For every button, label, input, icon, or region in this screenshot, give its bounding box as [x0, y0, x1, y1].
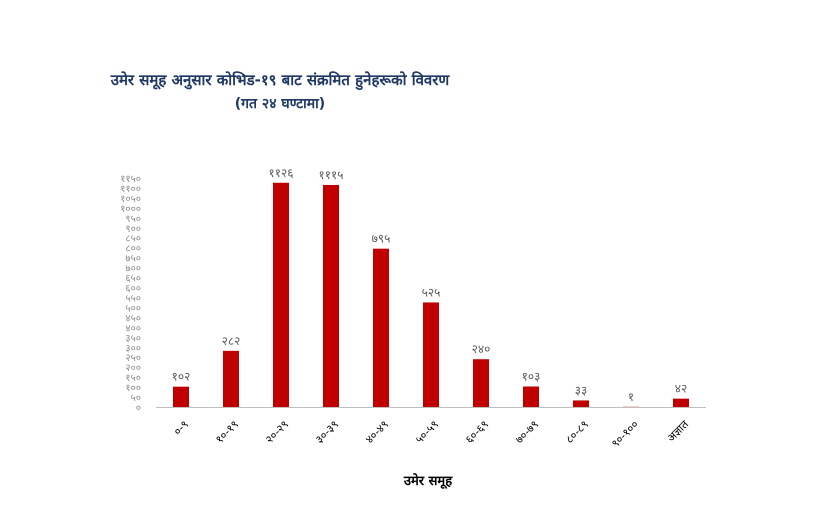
- y-tick-label: १०५०: [120, 194, 141, 205]
- x-tick-label: २०-२९: [263, 418, 291, 446]
- y-tick-label: २००: [125, 363, 141, 374]
- data-labels: १०२ २८२ ११२६ १११५ ७९५ ५२५ २४० १०३ ३३ १ ४२: [172, 166, 688, 404]
- x-tick-label: १०-१९: [213, 418, 241, 446]
- bar: [673, 398, 689, 407]
- x-tick-label: ९०-१००: [609, 418, 641, 450]
- y-tick-label: ३००: [125, 343, 141, 354]
- data-label: १०२: [172, 370, 191, 384]
- x-tick-label: ६०-६९: [463, 418, 491, 446]
- x-axis-title: उमेर समूह: [403, 473, 453, 489]
- bar: [273, 182, 289, 407]
- chart-title: उमेर समूह अनुसार कोभिड-१९ बाट संक्रमित ह…: [110, 71, 450, 89]
- data-label: ३३: [575, 383, 587, 397]
- data-label: १: [628, 390, 634, 404]
- y-tick-label: ४००: [125, 323, 141, 334]
- bar: [473, 359, 489, 407]
- y-tick-label: १०००: [120, 204, 141, 215]
- y-tick-label: ५५०: [125, 293, 141, 304]
- data-label: २८२: [222, 334, 241, 348]
- y-tick-label: ४५०: [125, 313, 141, 324]
- data-label: १११५: [319, 168, 344, 182]
- y-tick-label: ६५०: [125, 274, 141, 285]
- y-tick-label: ०: [136, 403, 141, 414]
- y-tick-label: ८००: [125, 244, 141, 255]
- x-tick-label: ०-९: [171, 418, 191, 438]
- x-tick-label: ३०-३९: [313, 418, 341, 446]
- chart-subtitle: (गत २४ घण्टामा): [234, 96, 326, 112]
- y-tick-label: १००: [125, 383, 141, 394]
- y-tick-label: १५०: [125, 373, 141, 384]
- y-tick-label: ९५०: [125, 214, 141, 225]
- x-tick-label: ५०-५९: [413, 418, 441, 446]
- bar: [323, 184, 339, 407]
- y-tick-label: ११५०: [120, 174, 141, 185]
- bar: [523, 386, 539, 407]
- y-tick-label: ३५०: [125, 333, 141, 344]
- bar: [573, 400, 589, 407]
- x-tick-label: ८०-८९: [563, 418, 591, 446]
- y-tick-label: ५०: [131, 393, 141, 404]
- bars: [173, 182, 689, 408]
- data-label: ५२५: [422, 285, 441, 299]
- y-tick-label: ७५०: [125, 254, 141, 265]
- x-tick-label: ४०-४९: [363, 418, 391, 446]
- data-label: १०३: [522, 369, 541, 383]
- data-label: ४२: [675, 382, 687, 396]
- data-label: ११२६: [269, 166, 294, 180]
- y-tick-label: ७००: [125, 264, 141, 275]
- data-label: ७९५: [372, 232, 391, 246]
- bar: [173, 386, 189, 407]
- y-tick-label: ९००: [125, 224, 141, 235]
- x-axis: ०-९ १०-१९ २०-२९ ३०-३९ ४०-४९ ५०-५९ ६०-६९ ७०-७९ ८०…: [156, 407, 706, 450]
- x-tick-label: अज्ञात: [665, 417, 692, 444]
- x-tick-label: ७०-७९: [513, 418, 541, 446]
- bar: [423, 302, 439, 407]
- y-tick-label: ६००: [125, 284, 141, 295]
- y-tick-label: ५००: [125, 303, 141, 314]
- bar: [373, 248, 389, 407]
- y-tick-label: ११००: [120, 184, 141, 195]
- y-axis: ०५०१००१५०२००२५०३००३५०४००४५०५००५५०६००६५०७…: [120, 174, 141, 414]
- y-tick-label: ८५०: [125, 234, 141, 245]
- data-label: २४०: [472, 342, 491, 356]
- y-tick-label: २५०: [125, 353, 141, 364]
- bar: [223, 350, 239, 407]
